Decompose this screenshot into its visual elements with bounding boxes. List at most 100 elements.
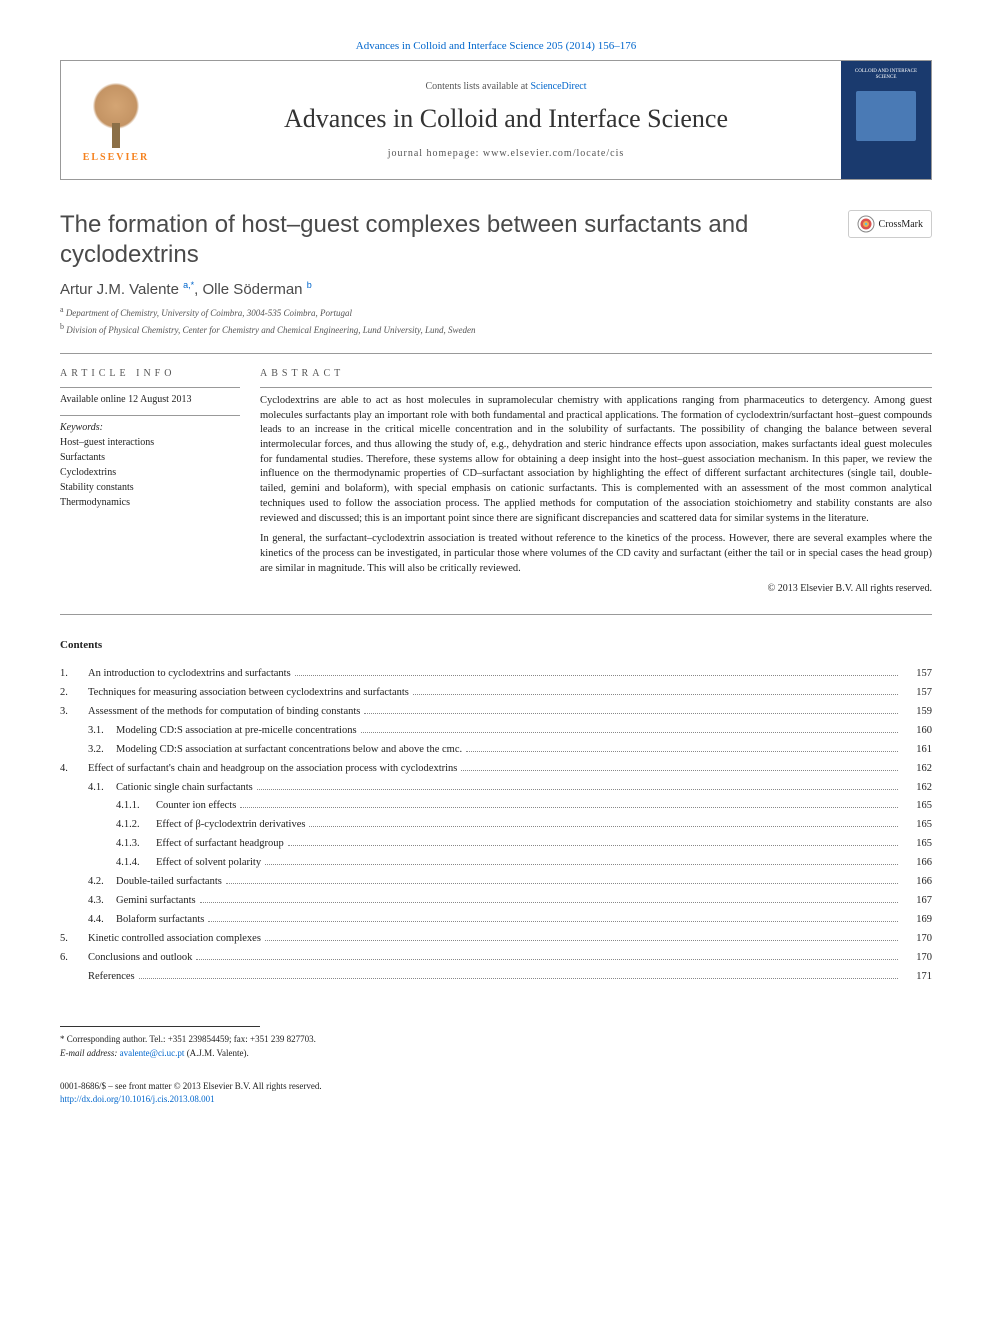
abstract-copyright: © 2013 Elsevier B.V. All rights reserved… — [260, 582, 932, 596]
toc-row[interactable]: 3.2.Modeling CD:S association at surfact… — [60, 741, 932, 760]
toc-title: Effect of surfactant headgroup — [156, 835, 284, 854]
toc-dots — [200, 902, 898, 903]
author-1[interactable]: Artur J.M. Valente — [60, 281, 183, 298]
toc-title: Counter ion effects — [156, 797, 236, 816]
toc-page: 159 — [902, 703, 932, 722]
sciencedirect-link[interactable]: ScienceDirect — [530, 81, 586, 92]
toc-row[interactable]: 3.1.Modeling CD:S association at pre-mic… — [60, 722, 932, 741]
toc-page: 157 — [902, 684, 932, 703]
elsevier-logo[interactable]: ELSEVIER — [61, 61, 171, 179]
author-2-sup: b — [307, 280, 312, 290]
toc-num: 2. — [60, 684, 88, 703]
toc-title: Gemini surfactants — [116, 892, 196, 911]
article-info-heading: article info — [60, 368, 240, 379]
toc-num: 3.1. — [88, 722, 116, 741]
toc-row[interactable]: 1.An introduction to cyclodextrins and s… — [60, 665, 932, 684]
keyword-item: Cyclodextrins — [60, 465, 240, 480]
toc-num: 3.2. — [88, 741, 116, 760]
toc-dots — [226, 883, 898, 884]
toc-title: Effect of β-cyclodextrin derivatives — [156, 816, 305, 835]
toc-page: 165 — [902, 835, 932, 854]
doi-link[interactable]: http://dx.doi.org/10.1016/j.cis.2013.08.… — [60, 1094, 215, 1104]
abstract-heading: abstract — [260, 368, 932, 379]
toc-title: References — [88, 968, 135, 987]
elsevier-tree-icon — [86, 78, 146, 148]
toc-num: 6. — [60, 949, 88, 968]
affiliation-b: b Division of Physical Chemistry, Center… — [60, 321, 932, 338]
toc-row[interactable]: References 171 — [60, 968, 932, 987]
toc-row[interactable]: 4.4.Bolaform surfactants 169 — [60, 911, 932, 930]
crossmark-badge[interactable]: CrossMark — [848, 210, 932, 238]
aff-text-a: Department of Chemistry, University of C… — [64, 308, 353, 318]
keyword-item: Stability constants — [60, 480, 240, 495]
journal-reference[interactable]: Advances in Colloid and Interface Scienc… — [60, 40, 932, 52]
toc-dots — [288, 845, 898, 846]
toc-row[interactable]: 4.3.Gemini surfactants167 — [60, 892, 932, 911]
toc-row[interactable]: 4.2.Double-tailed surfactants 166 — [60, 873, 932, 892]
crossmark-label: CrossMark — [879, 219, 923, 230]
toc-row[interactable]: 4.1.2.Effect of β-cyclodextrin derivativ… — [60, 816, 932, 835]
toc-num: 4.1.2. — [116, 816, 156, 835]
toc-title: Bolaform surfactants — [116, 911, 204, 930]
toc-dots — [295, 675, 898, 676]
toc-dots — [413, 694, 898, 695]
toc-page: 169 — [902, 911, 932, 930]
toc-page: 161 — [902, 741, 932, 760]
elsevier-text: ELSEVIER — [83, 152, 150, 163]
toc-page: 170 — [902, 930, 932, 949]
toc-page: 167 — [902, 892, 932, 911]
toc-page: 162 — [902, 779, 932, 798]
toc-row[interactable]: 4.Effect of surfactant's chain and headg… — [60, 760, 932, 779]
author-2[interactable]: Olle Söderman — [202, 281, 306, 298]
divider — [60, 353, 932, 354]
corresponding-author-footnote: * Corresponding author. Tel.: +351 23985… — [60, 1033, 932, 1060]
corr-line: * Corresponding author. Tel.: +351 23985… — [60, 1033, 932, 1047]
email-label: E-mail address: — [60, 1048, 120, 1058]
toc-num: 4.1. — [88, 779, 116, 798]
toc-page: 170 — [902, 949, 932, 968]
page-footer: 0001-8686/$ – see front matter © 2013 El… — [60, 1080, 932, 1105]
toc-dots — [265, 940, 898, 941]
contents-heading: Contents — [60, 639, 932, 651]
toc-num: 4.4. — [88, 911, 116, 930]
toc-page: 166 — [902, 873, 932, 892]
toc-num: 3. — [60, 703, 88, 722]
toc-title: Double-tailed surfactants — [116, 873, 222, 892]
cover-image-icon — [856, 91, 916, 141]
toc-dots — [139, 978, 898, 979]
toc-title: Assessment of the methods for computatio… — [88, 703, 360, 722]
keyword-item: Host–guest interactions — [60, 435, 240, 450]
divider — [60, 614, 932, 615]
cover-title: COLLOID AND INTERFACE SCIENCE — [845, 69, 927, 81]
journal-cover-thumb[interactable]: COLLOID AND INTERFACE SCIENCE — [841, 61, 931, 179]
toc-page: 165 — [902, 797, 932, 816]
toc-row[interactable]: 4.1.3.Effect of surfactant headgroup165 — [60, 835, 932, 854]
table-of-contents: 1.An introduction to cyclodextrins and s… — [60, 665, 932, 986]
toc-row[interactable]: 5.Kinetic controlled association complex… — [60, 930, 932, 949]
toc-title: Kinetic controlled association complexes — [88, 930, 261, 949]
toc-row[interactable]: 4.1.4.Effect of solvent polarity166 — [60, 854, 932, 873]
article-title: The formation of host–guest complexes be… — [60, 210, 780, 270]
toc-row[interactable]: 3.Assessment of the methods for computat… — [60, 703, 932, 722]
toc-num: 4.1.1. — [116, 797, 156, 816]
keywords-heading: Keywords: — [60, 422, 240, 433]
toc-title: Effect of surfactant's chain and headgro… — [88, 760, 457, 779]
toc-title: Effect of solvent polarity — [156, 854, 261, 873]
toc-dots — [461, 770, 898, 771]
article-info-panel: article info Available online 12 August … — [60, 368, 260, 596]
toc-row[interactable]: 4.1.Cationic single chain surfactants162 — [60, 779, 932, 798]
toc-num: 1. — [60, 665, 88, 684]
toc-row[interactable]: 4.1.1.Counter ion effects 165 — [60, 797, 932, 816]
toc-row[interactable]: 2.Techniques for measuring association b… — [60, 684, 932, 703]
email-link[interactable]: avalente@ci.uc.pt — [120, 1048, 185, 1058]
toc-page: 171 — [902, 968, 932, 987]
abstract-panel: abstract Cyclodextrins are able to act a… — [260, 368, 932, 596]
footnote-separator — [60, 1026, 260, 1027]
toc-row[interactable]: 6.Conclusions and outlook170 — [60, 949, 932, 968]
toc-page: 165 — [902, 816, 932, 835]
toc-num: 4.2. — [88, 873, 116, 892]
toc-title: An introduction to cyclodextrins and sur… — [88, 665, 291, 684]
contents-pre: Contents lists available at — [425, 81, 530, 92]
journal-header: ELSEVIER Contents lists available at Sci… — [60, 60, 932, 180]
toc-dots — [265, 864, 898, 865]
